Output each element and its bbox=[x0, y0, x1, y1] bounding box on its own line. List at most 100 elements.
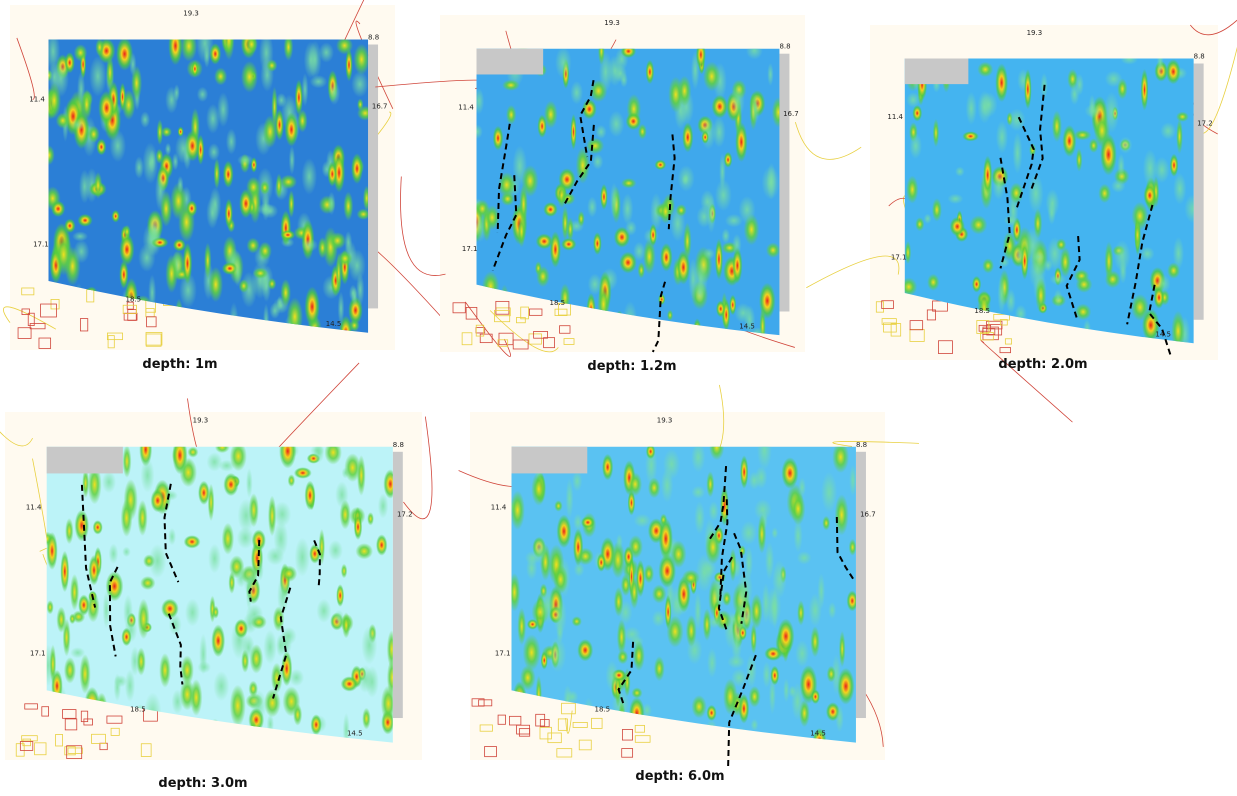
anomaly bbox=[206, 104, 220, 134]
anomaly bbox=[915, 217, 924, 231]
map-label: 17.2 bbox=[397, 510, 413, 518]
anomaly bbox=[621, 178, 636, 188]
anomaly bbox=[356, 273, 364, 307]
anomaly bbox=[692, 695, 707, 718]
anomaly bbox=[354, 44, 370, 75]
anomaly bbox=[141, 458, 155, 492]
map-label: 14.5 bbox=[739, 322, 755, 330]
anomaly bbox=[1046, 189, 1060, 217]
anomaly bbox=[578, 211, 585, 227]
anomaly bbox=[1004, 215, 1017, 225]
anomaly bbox=[741, 521, 757, 545]
anomaly bbox=[701, 560, 716, 578]
anomaly bbox=[168, 528, 176, 545]
anomaly bbox=[305, 286, 320, 327]
anomaly bbox=[972, 276, 981, 293]
anomaly bbox=[301, 158, 317, 195]
anomaly bbox=[328, 161, 338, 186]
anomaly bbox=[294, 467, 312, 479]
anomaly bbox=[678, 76, 691, 106]
anomaly bbox=[593, 232, 602, 255]
anomaly bbox=[70, 574, 79, 611]
map-label: 14.5 bbox=[326, 320, 342, 328]
anomaly bbox=[758, 515, 767, 554]
anomaly bbox=[608, 111, 624, 137]
anomaly bbox=[222, 523, 234, 555]
anomaly bbox=[587, 197, 597, 218]
anomaly bbox=[266, 59, 277, 72]
anomaly bbox=[708, 616, 722, 628]
anomaly bbox=[316, 599, 331, 623]
anomaly bbox=[138, 599, 150, 640]
anomaly bbox=[51, 201, 65, 217]
map-label: 16.7 bbox=[860, 510, 876, 518]
anomaly bbox=[207, 452, 223, 471]
anomaly bbox=[715, 239, 723, 280]
anomaly bbox=[1140, 247, 1154, 261]
anomaly bbox=[341, 564, 347, 578]
anomaly bbox=[289, 669, 304, 686]
anomaly bbox=[338, 251, 353, 266]
anomaly bbox=[1070, 83, 1080, 105]
anomaly bbox=[121, 499, 133, 537]
map-label: 14.5 bbox=[810, 730, 826, 738]
anomaly bbox=[122, 547, 130, 557]
anomaly bbox=[770, 666, 779, 686]
anomaly bbox=[289, 146, 295, 175]
anomaly bbox=[707, 648, 717, 678]
anomaly bbox=[112, 210, 120, 222]
anomaly bbox=[247, 238, 260, 254]
anomaly bbox=[616, 534, 623, 550]
anomaly bbox=[1024, 69, 1031, 109]
anomaly bbox=[367, 512, 374, 525]
map-label: 17.1 bbox=[495, 650, 511, 658]
anomaly bbox=[270, 303, 281, 319]
anomaly bbox=[706, 471, 714, 497]
anomaly bbox=[722, 228, 731, 243]
anomaly bbox=[125, 669, 135, 702]
anomaly bbox=[791, 493, 806, 526]
anomaly bbox=[677, 576, 690, 612]
anomaly bbox=[966, 92, 977, 125]
anomaly bbox=[134, 156, 144, 178]
anomaly bbox=[600, 184, 608, 210]
anomaly bbox=[572, 471, 582, 492]
anomaly bbox=[735, 303, 752, 323]
anomaly bbox=[839, 631, 845, 667]
anomaly bbox=[355, 543, 373, 559]
anomaly bbox=[114, 675, 127, 687]
anomaly bbox=[924, 214, 932, 224]
gray-strip bbox=[1194, 64, 1204, 320]
anomaly bbox=[98, 91, 115, 125]
anomaly bbox=[181, 655, 194, 685]
anomaly bbox=[344, 453, 361, 482]
anomaly bbox=[276, 173, 283, 198]
anomaly bbox=[1056, 239, 1066, 251]
anomaly bbox=[1100, 134, 1117, 176]
map-label: 19.3 bbox=[604, 19, 620, 27]
anomaly bbox=[197, 87, 208, 102]
anomaly bbox=[543, 202, 557, 217]
anomaly bbox=[740, 455, 748, 488]
anomaly bbox=[948, 194, 964, 204]
anomaly bbox=[712, 95, 728, 118]
anomaly bbox=[358, 665, 374, 693]
anomaly bbox=[204, 243, 211, 279]
anomaly bbox=[188, 447, 199, 458]
anomaly bbox=[519, 184, 527, 225]
anomaly bbox=[1166, 59, 1181, 84]
anomaly bbox=[586, 138, 604, 154]
anomaly bbox=[209, 267, 223, 302]
map-label: 8.8 bbox=[856, 441, 867, 449]
anomaly bbox=[553, 565, 568, 594]
anomaly bbox=[544, 101, 558, 129]
map-label: 11.4 bbox=[458, 103, 474, 111]
anomaly bbox=[64, 657, 76, 683]
anomaly bbox=[349, 285, 357, 302]
anomaly bbox=[557, 515, 572, 549]
caption: depth: 6.0m bbox=[635, 769, 724, 784]
anomaly bbox=[55, 234, 73, 276]
anomaly bbox=[1143, 149, 1157, 187]
anomaly bbox=[253, 268, 268, 279]
anomaly bbox=[226, 129, 237, 155]
